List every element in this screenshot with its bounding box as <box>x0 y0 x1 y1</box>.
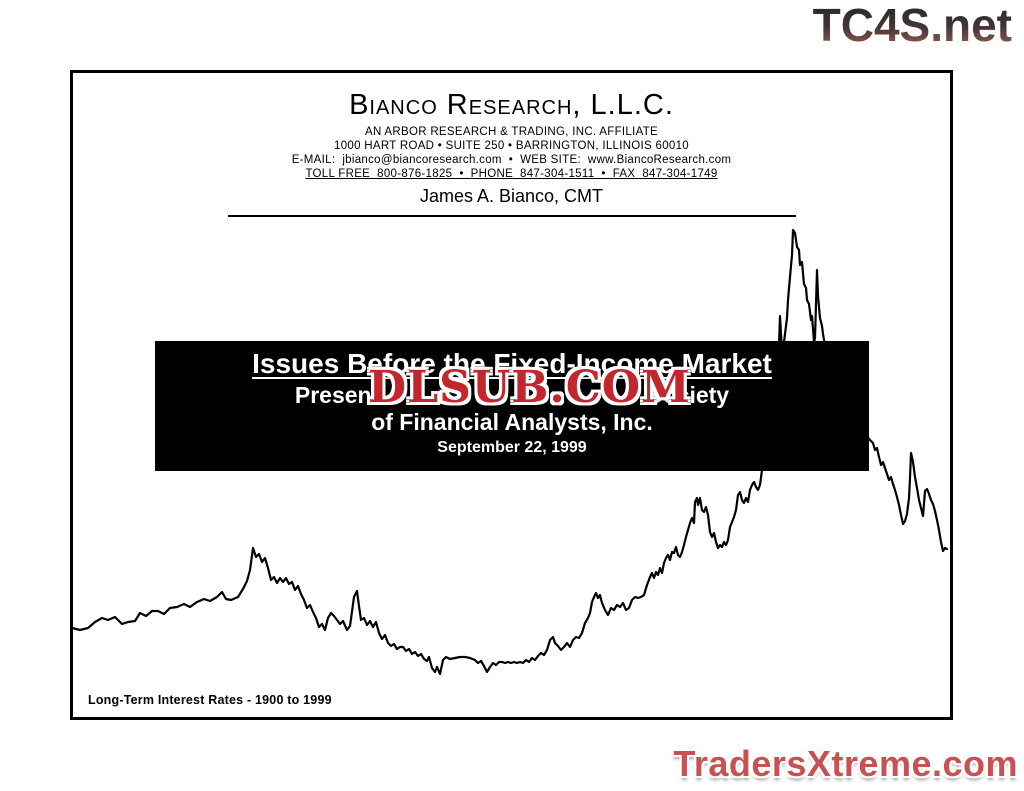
presentation-title: Issues Before the Fixed-Income Market <box>252 348 772 379</box>
author-name: James A. Bianco, CMT <box>419 185 604 206</box>
subtitle-suffix: Society <box>647 382 730 408</box>
tc4s-watermark: TC4S.net <box>812 0 1012 51</box>
report-frame: Bianco Research, L.L.C. AN ARBOR RESEARC… <box>70 70 953 720</box>
subtitle-prefix: Present <box>294 382 380 408</box>
presentation-subtitle-2: of Financial Analysts, Inc. <box>371 409 653 435</box>
title-banner: Issues Before the Fixed-Income Market Pr… <box>155 341 869 471</box>
presentation-subtitle: Present Society <box>155 384 869 407</box>
address-line: 1000 HART ROAD • SUITE 250 • BARRINGTON,… <box>334 140 689 152</box>
dlsub-watermark: DLSUB.COM <box>368 362 691 413</box>
affiliate-line: AN ARBOR RESEARCH & TRADING, INC. AFFILI… <box>365 126 658 138</box>
interest-rate-chart <box>70 228 949 676</box>
company-name: Bianco Research, L.L.C. <box>349 89 674 121</box>
letterhead: Bianco Research, L.L.C. AN ARBOR RESEARC… <box>73 73 950 217</box>
tradersxtreme-watermark: TradersXtreme.com <box>673 743 1018 784</box>
interest-rate-line <box>70 228 949 676</box>
presentation-date: September 22, 1999 <box>437 439 587 456</box>
divider-rule <box>227 214 796 217</box>
contact-line: E-MAIL: jbianco@biancoresearch.com • WEB… <box>291 154 732 166</box>
phone-line: TOLL FREE 800-876-1825 • PHONE 847-304-1… <box>305 168 718 180</box>
chart-caption: Long-Term Interest Rates - 1900 to 1999 <box>88 693 332 707</box>
